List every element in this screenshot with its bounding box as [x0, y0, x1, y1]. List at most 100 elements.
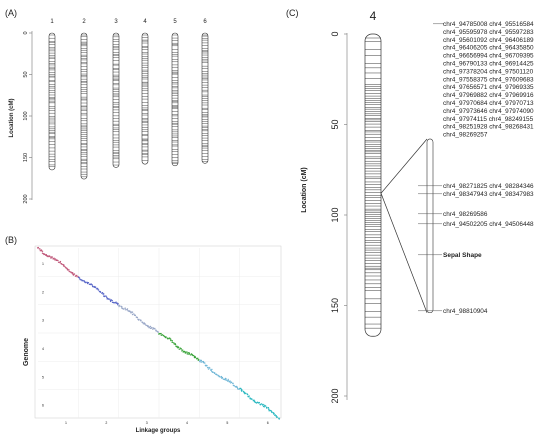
- dot-point: [57, 259, 59, 262]
- y-tick-label: 1: [42, 262, 44, 266]
- dot-point: [268, 408, 270, 411]
- dot-point: [48, 255, 51, 257]
- linkage-group-3: 3: [112, 19, 120, 168]
- dot-point: [129, 310, 131, 312]
- dot-point: [262, 403, 264, 406]
- x-tick-label: 6: [267, 421, 269, 425]
- dot-point: [96, 287, 99, 290]
- dot-point: [70, 271, 72, 273]
- dot-point: [207, 368, 210, 370]
- dot-point: [39, 250, 41, 252]
- dot-point: [210, 369, 212, 372]
- dot-point: [243, 391, 246, 394]
- dot-point: [220, 375, 223, 378]
- marker-label: chr4_95601092 chr4_96406189: [443, 37, 534, 44]
- dot-point: [229, 380, 231, 382]
- dot-point: [232, 382, 234, 385]
- panel-c-ytick-label: 0: [330, 31, 340, 36]
- dot-point: [203, 362, 205, 364]
- marker-label: chr4_95595978 chr4_95597283: [443, 29, 534, 36]
- dot-point: [183, 350, 186, 353]
- dot-point: [254, 400, 256, 402]
- marker-label: chr4_94785008 chr4_95516584: [443, 21, 534, 28]
- marker-label: chr4_98251928 chr4_98268431: [443, 124, 534, 131]
- panel-b-xticks: 1 2 3 4 5 6: [65, 421, 269, 425]
- dot-point: [171, 341, 173, 343]
- dot-point: [173, 342, 175, 344]
- dot-point: [37, 246, 39, 249]
- linkage-group-label: 4: [143, 19, 147, 25]
- chromosome-bar: [364, 33, 382, 337]
- dot-point: [274, 414, 276, 416]
- dot-point: [260, 403, 263, 405]
- marker-label: chr4_97973646 chr4_97974090: [443, 108, 534, 115]
- dot-point: [167, 337, 169, 340]
- dot-point: [99, 290, 102, 293]
- panel-c-chromosome-label: 4: [370, 9, 377, 23]
- dot-point: [101, 292, 104, 294]
- x-tick-label: 1: [65, 421, 67, 425]
- panel-a-ytick-label: 150: [23, 153, 29, 162]
- zoom-connector-bottom: [380, 193, 428, 313]
- dot-point: [248, 395, 250, 397]
- dot-point: [241, 389, 243, 391]
- dot-point: [233, 384, 235, 387]
- dot-point: [106, 296, 108, 298]
- dot-point: [161, 334, 163, 336]
- y-tick-label: 5: [42, 375, 44, 379]
- dot-point: [186, 351, 188, 353]
- panel-a-ytick-label: 50: [23, 71, 29, 77]
- dot-point: [117, 304, 119, 306]
- dot-point: [241, 390, 243, 392]
- dot-point: [236, 386, 238, 388]
- dot-point: [211, 368, 213, 371]
- dot-point: [258, 402, 260, 404]
- dot-point: [246, 393, 249, 396]
- marker-label: chr4_96790133 chr4_96914425: [443, 61, 534, 68]
- panel-a-ytick-label: 200: [23, 194, 29, 203]
- dot-point: [74, 275, 77, 277]
- panel-c-ytick-label: 200: [330, 388, 340, 403]
- dot-point: [138, 318, 140, 321]
- marker-label: chr4_97656571 chr4_97969335: [443, 84, 534, 91]
- marker-label: chr4_98269257: [443, 132, 488, 139]
- dot-point: [41, 250, 44, 252]
- dot-point: [217, 374, 219, 377]
- marker-label: chr4_97974115 chr4_98249155: [443, 116, 534, 123]
- x-tick-label: 5: [226, 421, 228, 425]
- dot-point: [267, 407, 270, 409]
- dot-point: [182, 349, 184, 351]
- dot-point: [151, 326, 153, 329]
- dot-point: [146, 324, 148, 327]
- panel-c-ylabel: Location (cM): [301, 167, 308, 213]
- dot-point: [165, 336, 167, 339]
- dot-point: [197, 357, 199, 359]
- dot-point: [181, 350, 183, 352]
- panel-a-ytick-label: 100: [23, 111, 29, 120]
- dot-point: [118, 304, 121, 307]
- panel-a-label: (A): [5, 8, 17, 18]
- linkage-group-bar: [112, 32, 120, 168]
- dot-point: [275, 415, 277, 417]
- dot-point: [253, 399, 255, 401]
- dot-point: [174, 343, 177, 346]
- dot-point: [121, 306, 123, 308]
- dot-point: [200, 361, 202, 363]
- marker-label: chr4_98269586: [443, 211, 488, 218]
- dot-point: [76, 276, 78, 278]
- dot-point: [237, 388, 239, 390]
- dot-point: [209, 367, 211, 369]
- dot-point: [149, 325, 152, 328]
- dot-point: [51, 256, 53, 258]
- panel-c-label: (C): [286, 8, 299, 18]
- dot-point: [131, 312, 133, 314]
- dot-point: [118, 305, 120, 308]
- dot-point: [64, 266, 66, 268]
- dot-point: [163, 336, 166, 338]
- dot-point: [199, 361, 201, 363]
- x-tick-label: 2: [105, 421, 107, 425]
- linkage-group-5: 5: [171, 19, 179, 167]
- dot-point: [214, 372, 216, 374]
- dot-point: [126, 308, 129, 310]
- marker-label: chr4_97558375 chr4_97609683: [443, 76, 534, 83]
